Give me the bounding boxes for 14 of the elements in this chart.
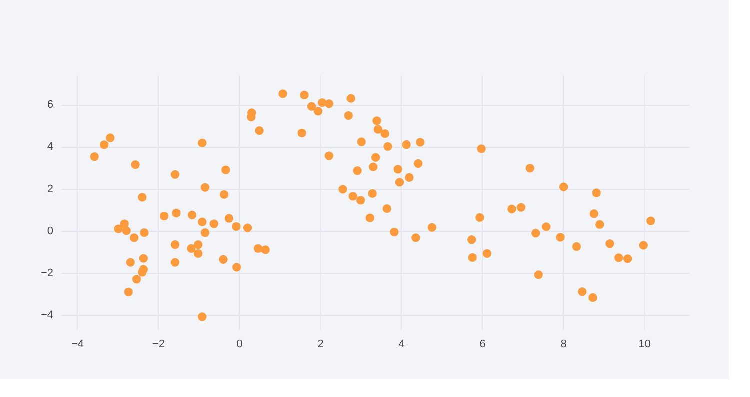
- y-tick-label: 6: [47, 99, 54, 112]
- x-tick-label: 8: [560, 338, 567, 350]
- x-tick-label: 10: [638, 338, 652, 350]
- x-tick-label: 0: [236, 338, 243, 350]
- y-tick-label: 2: [47, 183, 54, 196]
- x-tick-label: −4: [71, 338, 84, 350]
- y-tick-label: −4: [40, 310, 54, 322]
- x-tick-label: 2: [318, 338, 324, 350]
- y-tick-label: 4: [47, 141, 54, 154]
- x-tick-label: −2: [152, 338, 166, 350]
- y-tick-label: −2: [40, 268, 54, 280]
- x-tick-label: 4: [398, 338, 405, 350]
- y-tick-label: 0: [47, 225, 54, 238]
- x-tick-label: 6: [480, 338, 486, 350]
